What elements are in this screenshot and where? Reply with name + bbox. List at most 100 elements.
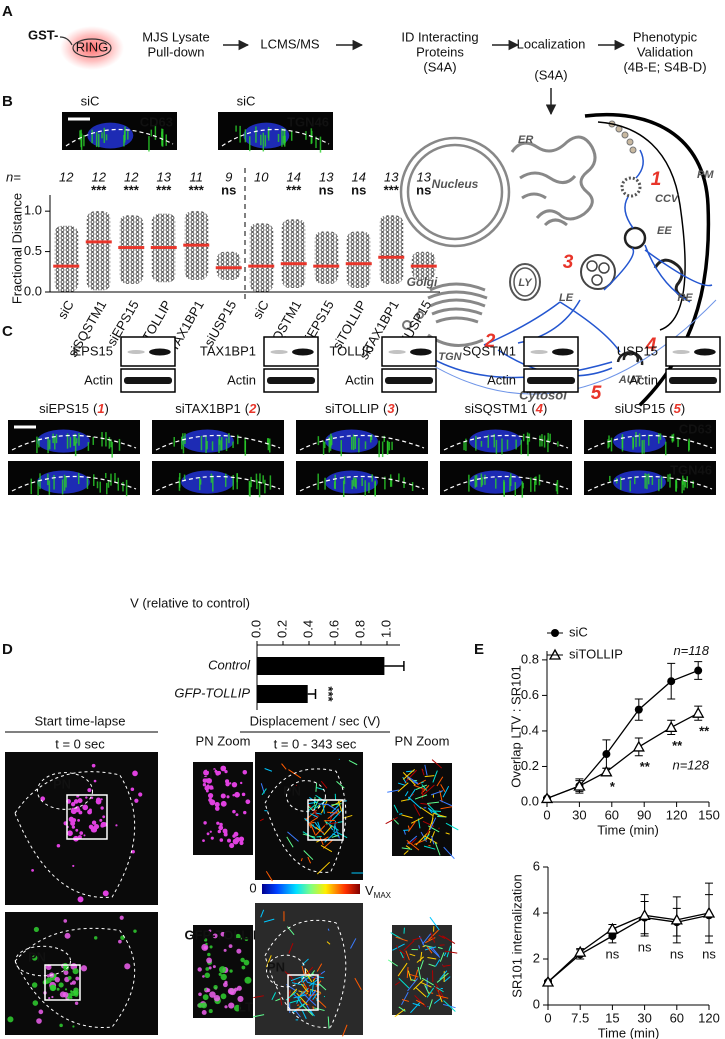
vesicle [56,987,60,991]
track [435,983,444,997]
track [416,956,424,963]
image-title: siEPS15 (1) [39,401,109,416]
green-signal [384,476,386,490]
track [301,1009,307,1020]
median [410,264,437,268]
x-tick-label: siC [249,298,271,322]
green-signal [651,476,654,485]
median [183,243,210,247]
lysotracker [130,787,135,792]
green-signal [199,479,202,485]
green-signal [371,474,373,482]
vesicle [212,965,216,969]
green-signal [644,473,646,489]
green-signal [114,473,116,483]
track [415,999,425,1006]
track [259,818,264,822]
er [510,135,597,221]
x-tick-label: 7.5 [571,1010,589,1025]
green-signal [210,473,213,483]
category-label: Control [208,657,251,672]
green-signal [264,479,266,494]
n-label: 12 [59,169,74,184]
significance: ns [351,182,366,197]
track [439,970,448,980]
track [407,825,410,831]
vesicle [228,1002,235,1009]
track [310,813,318,818]
green-signal [83,135,85,147]
green-signal [55,434,58,444]
image-title: siTOLLIP [325,401,379,416]
lysotracker [232,838,239,845]
green-signal [352,434,355,451]
green-signal [633,476,636,485]
green-signal [184,433,186,444]
green-signal [258,480,261,498]
band [124,377,172,384]
green-signal [465,438,467,451]
green-signal [647,473,650,485]
x-tick-label: 60 [605,807,619,822]
lysotracker [216,821,220,825]
vesicle [63,970,69,976]
panel-label: E [474,641,484,658]
track [404,769,418,784]
track [427,801,440,805]
track [310,816,319,823]
step-label: MJS Lysate [142,29,209,44]
track [289,999,302,1004]
green-signal [621,434,624,449]
band [127,350,145,354]
image-title: siUSP15 [615,401,666,416]
n-label: 13 [319,169,334,184]
green-signal [535,476,537,485]
lysotracker [70,820,76,826]
green-signal [364,480,366,496]
region-label: PN [53,776,71,791]
lysotracker [70,802,76,807]
ring-label: RING [76,39,109,54]
green-signal [255,473,258,483]
lysotracker [227,838,231,843]
track [439,799,453,807]
colorbar-label: 0 [249,880,256,895]
green-signal [677,437,679,447]
green-signal [30,478,32,495]
green-signal [386,440,389,455]
track [424,775,435,778]
late-endosome [580,254,616,290]
green-signal [669,473,671,488]
vesicle [75,976,80,981]
green-signal [52,433,54,444]
green-signal [487,434,489,448]
region-label: PN [267,959,285,974]
vesicle [33,926,40,933]
track [336,780,345,789]
cell-outline [264,768,347,873]
plasma-membrane [597,121,686,331]
image-title: ) [543,401,547,416]
green-signal [660,476,663,489]
track [428,817,434,831]
track [436,994,449,999]
y-axis-label: Overlap LTV : SR101 [508,665,523,788]
track [320,780,328,789]
vesicle [202,994,209,1001]
green-signal [74,442,77,457]
green-signal [411,482,414,491]
track [430,790,444,796]
green-signal [105,134,108,141]
blot-label: Actin [629,372,658,387]
green-signal [125,479,128,497]
track [394,981,401,986]
green-signal [641,440,644,454]
track [407,841,411,845]
green-signal [361,477,363,486]
site-number: 5 [591,383,602,404]
lysotracker [79,831,84,835]
y-tick-label: 0.2 [521,758,539,773]
site-number: 1 [97,401,104,416]
median [85,240,112,244]
x-tick-label: 0.8 [352,620,367,638]
